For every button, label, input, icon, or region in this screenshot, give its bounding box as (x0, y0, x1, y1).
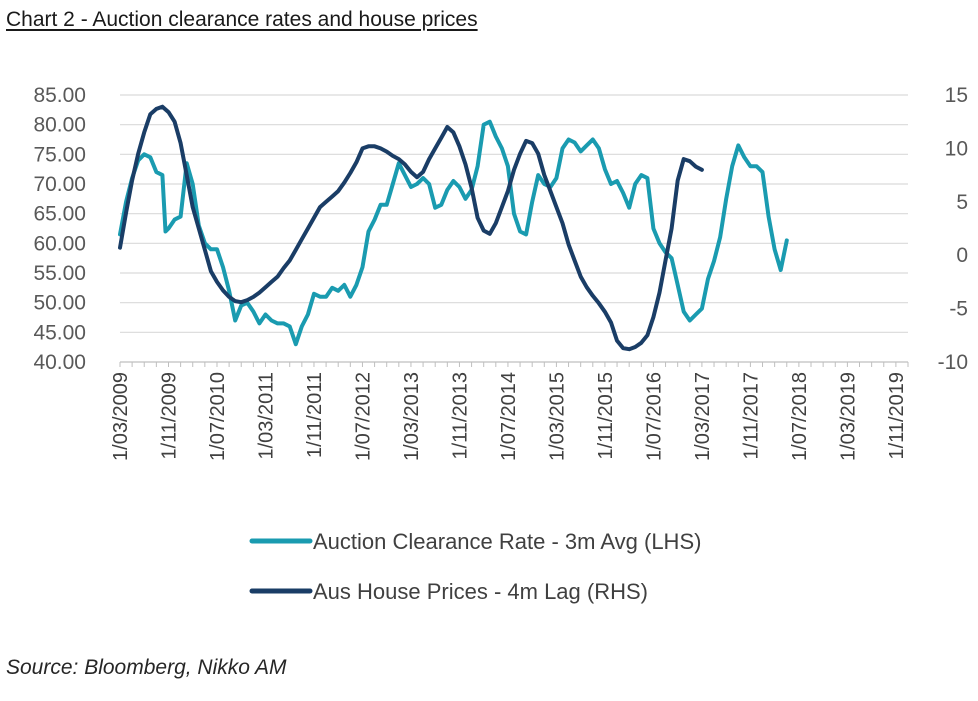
x-tick-label: 1/03/2011 (255, 372, 277, 460)
y-right-tick-label: -5 (949, 298, 968, 321)
x-tick-label: 1/11/2011 (304, 372, 326, 458)
series-lines (118, 104, 789, 352)
x-tick-label: 1/03/2017 (692, 372, 714, 461)
series-line-auction-clearance (118, 119, 789, 347)
y-left-tick-label: 75.00 (33, 143, 86, 166)
y-right-tick-label: 15 (945, 84, 968, 107)
y-left-tick-label: 80.00 (33, 114, 86, 137)
legend-label: Aus House Prices - 4m Lag (RHS) (313, 579, 648, 604)
x-tick-label: 1/11/2009 (158, 372, 180, 460)
x-tick-label: 1/03/2019 (837, 372, 859, 461)
chart-title: Chart 2 - Auction clearance rates and ho… (6, 8, 478, 31)
x-tick-label: 1/11/2015 (595, 372, 617, 460)
legend: Auction Clearance Rate - 3m Avg (LHS) Aus… (249, 529, 701, 604)
x-tick-label: 1/07/2012 (352, 372, 374, 461)
x-tick-label: 1/03/2013 (401, 372, 423, 461)
x-tick-label: 1/07/2010 (207, 372, 229, 461)
axes: 85.00 80.00 75.00 70.00 65.00 60.00 55.00 50.00… (33, 84, 968, 461)
y-left-tick-label: 65.00 (33, 203, 86, 226)
y-right-tick-label: -10 (938, 351, 968, 374)
y-left-tick-label: 55.00 (33, 262, 86, 285)
y-left-tick-label: 70.00 (33, 173, 86, 196)
series-line-house-prices (118, 104, 704, 352)
x-tick-label: 1/07/2018 (789, 372, 811, 461)
source-note: Source: Bloomberg, Nikko AM (6, 656, 287, 679)
x-tick-label: 1/03/2009 (110, 372, 132, 461)
x-tick-label: 1/11/2019 (886, 372, 908, 460)
gridlines (120, 94, 908, 363)
x-tick-label: 1/03/2015 (546, 372, 568, 461)
y-left-tick-label: 85.00 (33, 84, 86, 107)
y-right-tick-label: 10 (945, 137, 968, 160)
x-tick-label: 1/11/2017 (740, 372, 762, 460)
y-right-tick-label: 5 (956, 191, 968, 214)
y-left-tick-label: 40.00 (33, 351, 86, 374)
x-tick-label: 1/07/2014 (498, 372, 520, 461)
legend-label: Auction Clearance Rate - 3m Avg (LHS) (313, 529, 701, 554)
x-tick-label: 1/07/2016 (643, 372, 665, 461)
y-left-tick-label: 60.00 (33, 232, 86, 255)
y-left-tick-label: 45.00 (33, 321, 86, 344)
x-tick-label: 1/11/2013 (449, 372, 471, 460)
y-right-tick-label: 0 (956, 244, 968, 267)
y-left-tick-label: 50.00 (33, 292, 86, 315)
